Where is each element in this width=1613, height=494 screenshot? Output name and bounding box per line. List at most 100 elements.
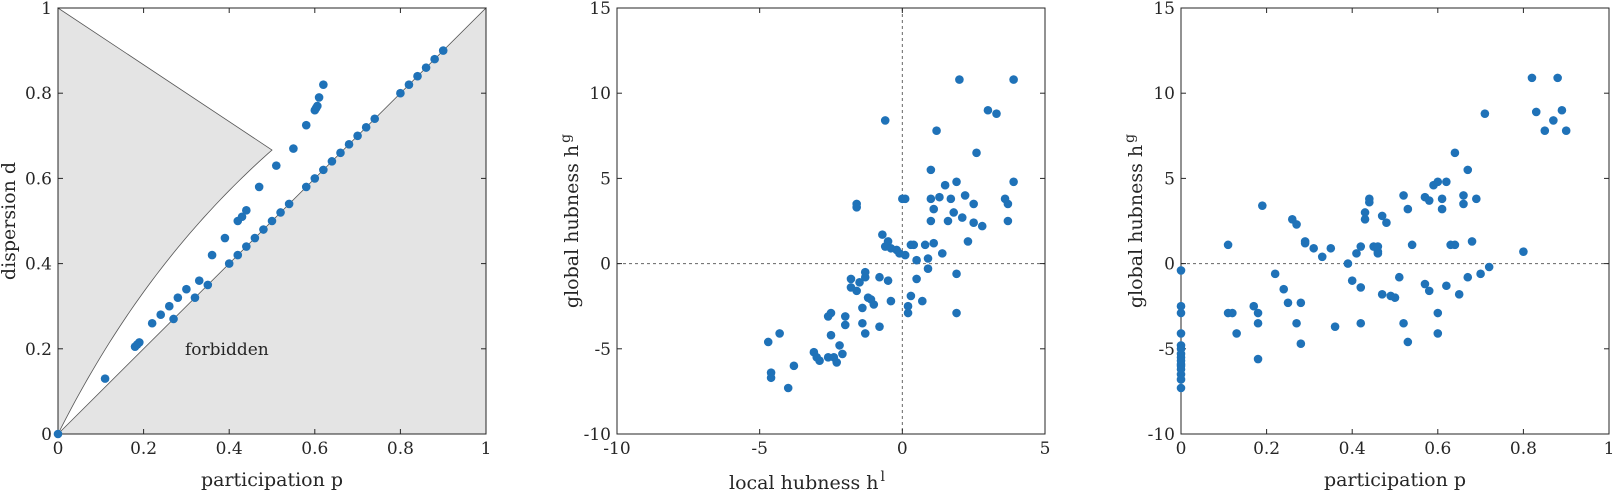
scatter-point — [903, 301, 913, 311]
scatter-point — [1561, 126, 1571, 135]
scatter-point — [353, 131, 362, 141]
scatter-point — [1531, 107, 1541, 117]
scatter-point — [1472, 194, 1481, 204]
scatter-point — [1424, 196, 1434, 205]
scatter-point — [1176, 329, 1186, 338]
scatter-point — [1253, 354, 1263, 364]
scatter-point — [1407, 240, 1417, 250]
scatter-point — [396, 88, 405, 98]
scatter-point — [370, 114, 380, 124]
y-tick-label: 10 — [1153, 84, 1175, 104]
y-axis-label: global hubness hg — [558, 134, 583, 308]
scatter-point — [969, 218, 978, 228]
scatter-point — [1352, 249, 1361, 258]
scatter-point — [319, 165, 328, 175]
scatter-point — [952, 269, 961, 279]
y-tick-label: 0.6 — [25, 169, 52, 189]
scatter-point — [846, 274, 856, 284]
scatter-point — [903, 308, 913, 318]
scatter-point — [1433, 177, 1443, 187]
y-tick-label: 0 — [1164, 255, 1175, 275]
scatter-point — [319, 80, 328, 89]
scatter-point — [1420, 279, 1430, 289]
scatter-point — [869, 300, 879, 309]
scatter-point — [1527, 73, 1537, 83]
scatter-point — [1356, 283, 1366, 292]
scatter-point — [789, 361, 799, 371]
panel-participation-global-hubness: 0 0.2 0.4 0.6 0.8 1 -10 -5 0 5 10 15 participation… — [1122, 0, 1613, 491]
scatter-point — [1003, 216, 1013, 226]
y-tick-label: 5 — [1164, 169, 1175, 189]
scatter-point — [1279, 284, 1289, 294]
scatter-point — [906, 240, 916, 250]
scatter-point — [835, 341, 844, 350]
scatter-point — [926, 216, 936, 226]
y-tick-labels: -10 -5 0 5 10 15 — [1148, 0, 1175, 445]
scatter-point — [923, 264, 933, 274]
scatter-point — [1003, 199, 1013, 209]
scatter-point — [1356, 318, 1366, 328]
scatter-point — [1249, 301, 1259, 311]
scatter-point — [972, 148, 981, 158]
scatter-point — [886, 243, 896, 253]
scatter-point — [1283, 298, 1293, 308]
y-tick-label: 0 — [600, 255, 611, 275]
y-axis-label: global hubness hg — [1122, 134, 1147, 308]
scatter-point — [860, 267, 870, 277]
x-tick-label: 0.2 — [1253, 439, 1280, 459]
scatter-point — [421, 63, 431, 72]
scatter-point — [173, 293, 183, 302]
scatter-point — [276, 208, 285, 217]
scatter-point — [301, 182, 311, 192]
axes-box — [1180, 7, 1610, 435]
scatter-point — [1424, 286, 1434, 296]
scatter-point — [284, 199, 294, 209]
scatter-point — [1403, 337, 1413, 347]
y-tick-label: 15 — [1153, 0, 1175, 19]
scatter-point — [943, 216, 953, 226]
scatter-point — [1232, 329, 1241, 338]
scatter-point — [237, 212, 247, 222]
scatter-point — [1292, 318, 1301, 328]
scatter-point — [327, 157, 337, 166]
scatter-point — [840, 312, 850, 321]
scatter-point — [1399, 318, 1408, 328]
scatter-point — [1382, 218, 1391, 228]
scatter-point — [775, 329, 784, 338]
data-points — [1176, 73, 1571, 393]
scatter-point — [271, 161, 281, 170]
axes-box — [57, 7, 487, 435]
scatter-point — [992, 109, 1001, 118]
scatter-point — [983, 105, 993, 115]
scatter-point — [259, 225, 268, 234]
scatter-point — [900, 250, 910, 260]
scatter-point — [1484, 262, 1494, 272]
scatter-point — [1356, 242, 1366, 251]
scatter-point — [1330, 322, 1340, 331]
scatter-point — [250, 233, 260, 243]
scatter-point — [929, 238, 939, 248]
scatter-point — [929, 204, 939, 214]
y-tick-label: -10 — [1148, 425, 1175, 445]
scatter-point — [766, 368, 776, 377]
tick-marks — [616, 7, 1046, 435]
scatter-point — [1399, 191, 1408, 200]
x-tick-label: 0.4 — [216, 439, 243, 459]
scatter-point — [207, 250, 217, 260]
scatter-point — [164, 301, 174, 311]
scatter-point — [860, 329, 870, 338]
scatter-point — [1540, 126, 1550, 135]
x-tick-label: 1 — [1604, 439, 1613, 459]
scatter-point — [977, 221, 987, 231]
scatter-point — [1300, 238, 1310, 248]
scatter-point — [1347, 276, 1357, 285]
y-tick-label: -5 — [1158, 340, 1175, 360]
scatter-point — [1176, 301, 1186, 311]
scatter-point — [946, 194, 956, 204]
scatter-point — [875, 322, 884, 331]
scatter-point — [1009, 75, 1018, 84]
scatter-point — [957, 213, 967, 222]
x-tick-label: 0 — [897, 439, 908, 459]
scatter-point — [826, 330, 836, 340]
scatter-point — [1403, 204, 1413, 214]
